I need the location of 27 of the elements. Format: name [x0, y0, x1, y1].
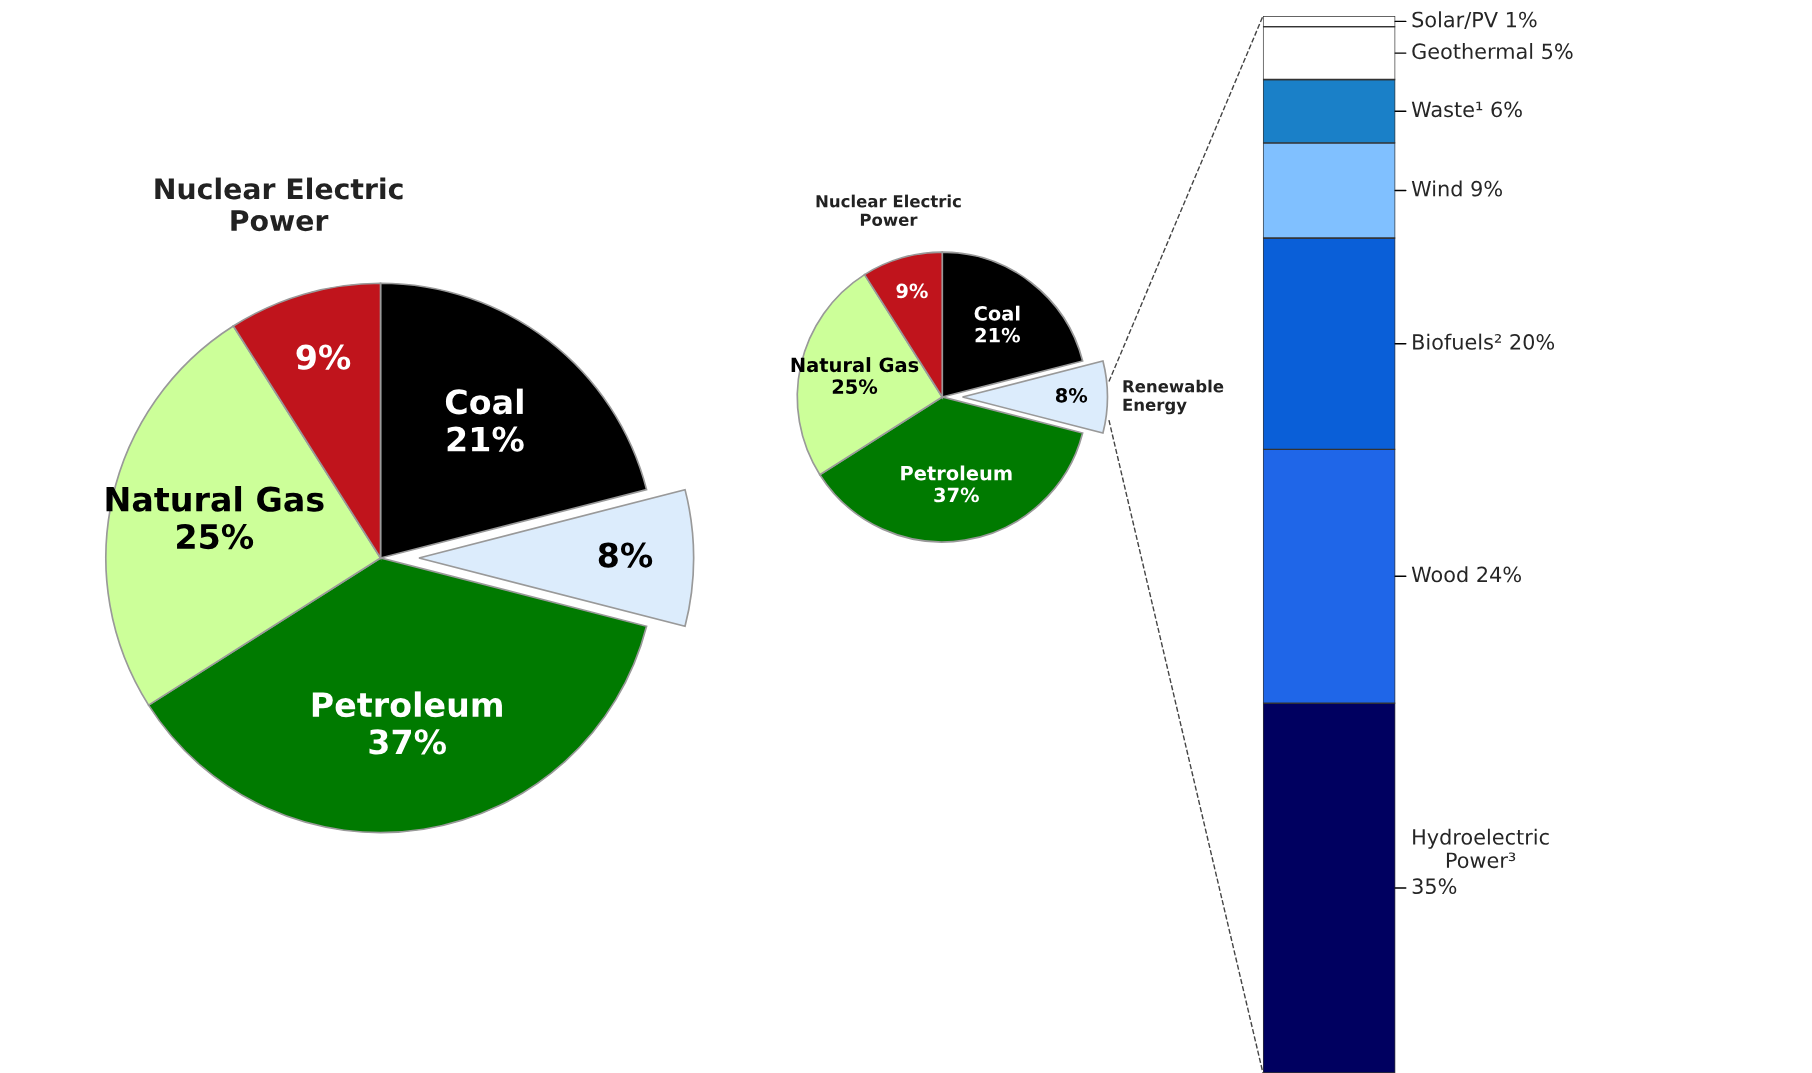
slice-label: Natural Gas — [106, 486, 324, 512]
slice-label: Coal — [974, 305, 1020, 321]
data-label: 9% — [296, 344, 351, 370]
text: Solar/PV 1% — [1412, 11, 1537, 30]
text: Wood 24% — [1411, 566, 1521, 583]
slice-label: Nuclear Electric Power — [155, 177, 403, 232]
data-label: 8% — [1055, 387, 1088, 403]
slice-label: Natural Gas — [791, 357, 919, 373]
text: Biofuels² 20% — [1413, 333, 1555, 350]
data-label: 25% — [832, 379, 878, 394]
slice-label: Petroleum — [901, 465, 1012, 481]
data-label: 37% — [369, 729, 446, 755]
data-label: 9% — [896, 283, 928, 299]
text: Waste¹ 6% — [1411, 101, 1522, 118]
series-label: Hydroelectric Power³ — [1413, 828, 1549, 869]
data-label: 21% — [447, 426, 524, 452]
slice-label: Nuclear Electric Power — [816, 194, 961, 226]
data-label: 25% — [177, 523, 254, 550]
slice-label: Coal — [445, 388, 523, 415]
data-label: 35% — [1412, 878, 1457, 895]
text: Wind 9% — [1411, 180, 1502, 197]
data-label: 8% — [598, 542, 653, 568]
slice-label: Petroleum — [312, 691, 502, 718]
slice-label: Renewable Energy — [1123, 379, 1224, 415]
data-label: 21% — [975, 327, 1020, 343]
text: Geothermal 5% — [1412, 43, 1573, 60]
data-label: 37% — [934, 487, 979, 503]
